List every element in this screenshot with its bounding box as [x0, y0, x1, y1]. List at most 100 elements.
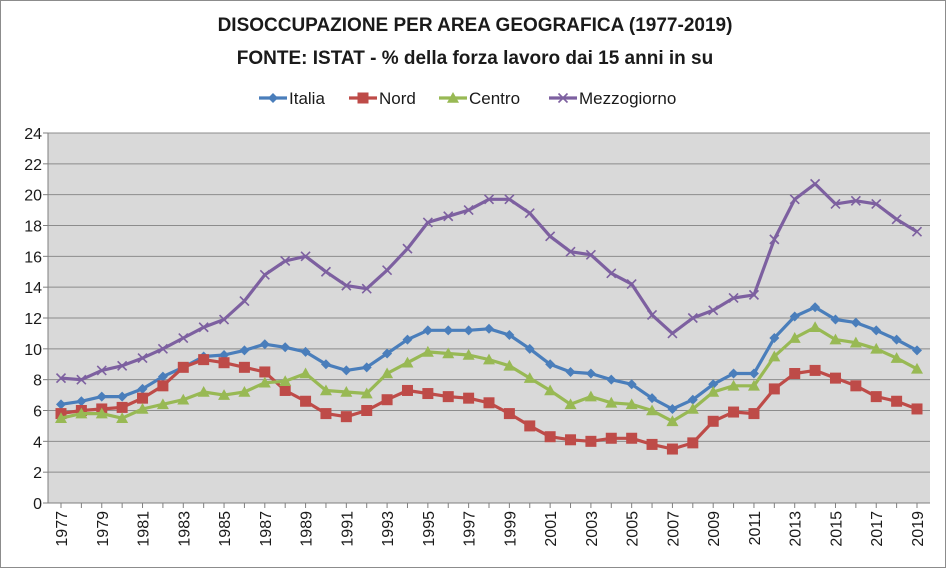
data-point-x [545, 231, 556, 242]
data-point-x [810, 178, 821, 189]
data-point-x [239, 295, 250, 307]
data-point-x [504, 194, 515, 205]
x-tick-label: 2007 [665, 511, 682, 547]
data-point-square [565, 434, 577, 446]
data-point-x [300, 251, 311, 262]
chart-title: DISOCCUPAZIONE PER AREA GEOGRAFICA (1977… [218, 15, 733, 36]
data-point-diamond [585, 368, 596, 379]
data-point-triangle [849, 336, 862, 348]
data-point-square [748, 408, 760, 420]
data-point-diamond [912, 345, 922, 356]
data-point-square [483, 397, 495, 409]
data-point-square [809, 364, 821, 376]
data-point-x [830, 198, 841, 209]
data-point-x [524, 208, 535, 219]
data-point-triangle [95, 407, 108, 419]
legend-item-centro: Centro [439, 89, 520, 108]
data-point-triangle [646, 404, 659, 416]
data-point-square [463, 392, 475, 404]
x-tick-label: 1999 [502, 511, 519, 547]
data-point-triangle [156, 398, 169, 410]
data-point-diamond [687, 394, 698, 405]
data-point-x [320, 266, 332, 277]
data-point-diamond [748, 368, 759, 379]
x-tick-label: 2001 [543, 511, 560, 547]
data-point-diamond [56, 399, 66, 410]
data-point-x [178, 332, 189, 344]
data-point-square [870, 391, 882, 403]
data-point-x [280, 255, 291, 267]
y-tick-label: 0 [33, 496, 42, 513]
legend-item-nord: Nord [349, 89, 416, 108]
data-point-diamond [76, 396, 87, 407]
data-point-diamond [300, 346, 311, 357]
data-point-square [320, 408, 332, 420]
data-point-triangle [401, 356, 414, 368]
data-point-diamond [268, 93, 278, 103]
data-point-x [422, 217, 433, 228]
y-tick-label: 22 [24, 157, 42, 174]
legend-label: Italia [289, 89, 325, 108]
data-point-triangle [55, 412, 67, 424]
data-point-x [850, 195, 861, 206]
data-point-triangle [829, 333, 842, 345]
data-point-x [687, 312, 698, 324]
data-point-triangle [116, 412, 129, 424]
data-point-x [96, 365, 107, 376]
data-point-diamond [443, 325, 454, 336]
data-point-triangle [442, 347, 455, 359]
data-point-triangle [870, 342, 883, 354]
data-point-diamond [504, 329, 515, 340]
data-point-triangle [788, 332, 801, 343]
x-tick-label: 1993 [380, 511, 397, 547]
data-point-diamond [280, 342, 291, 353]
data-point-square [357, 92, 369, 104]
data-point-diamond [565, 366, 576, 377]
y-tick-label: 10 [24, 342, 42, 359]
x-tick-label: 1989 [299, 511, 316, 547]
data-point-x [557, 92, 569, 104]
data-point-square [177, 361, 189, 373]
data-point-triangle [503, 359, 516, 371]
data-point-triangle [666, 415, 679, 427]
data-point-square [218, 357, 230, 369]
y-tick-label: 14 [24, 280, 42, 297]
data-point-diamond [606, 374, 617, 385]
data-point-diamond [402, 334, 413, 345]
data-point-square [361, 405, 373, 416]
data-point-x [565, 246, 576, 257]
data-point-triangle [258, 376, 271, 388]
data-point-triangle [360, 387, 373, 399]
data-point-diamond [626, 379, 637, 390]
data-point-diamond [524, 343, 535, 354]
data-point-diamond [239, 345, 250, 356]
data-point-square [850, 380, 862, 392]
data-point-triangle [299, 367, 312, 379]
x-tick-label: 2003 [584, 511, 601, 547]
data-point-square [279, 384, 291, 396]
data-point-diamond [647, 393, 658, 404]
data-point-diamond [810, 302, 821, 313]
data-point-x [341, 280, 352, 291]
data-point-diamond [871, 325, 882, 336]
data-point-triangle [238, 386, 251, 397]
legend-item-mezzogiorno: Mezzogiorno [549, 89, 676, 108]
x-tick-label: 2013 [788, 511, 805, 547]
data-point-square [666, 443, 678, 455]
data-point-diamond [422, 325, 433, 336]
data-point-triangle [483, 353, 495, 365]
data-point-triangle [544, 384, 557, 396]
x-tick-label: 1987 [258, 511, 275, 547]
data-point-square [198, 354, 210, 366]
data-point-x [443, 211, 454, 222]
data-point-x [585, 249, 596, 260]
x-tick-label: 1997 [462, 511, 479, 547]
data-point-x [76, 374, 87, 385]
data-point-diamond [484, 323, 494, 334]
data-point-x [891, 214, 902, 225]
legend-label: Mezzogiorno [579, 89, 676, 108]
data-point-diamond [320, 359, 331, 370]
data-point-triangle [625, 398, 638, 410]
